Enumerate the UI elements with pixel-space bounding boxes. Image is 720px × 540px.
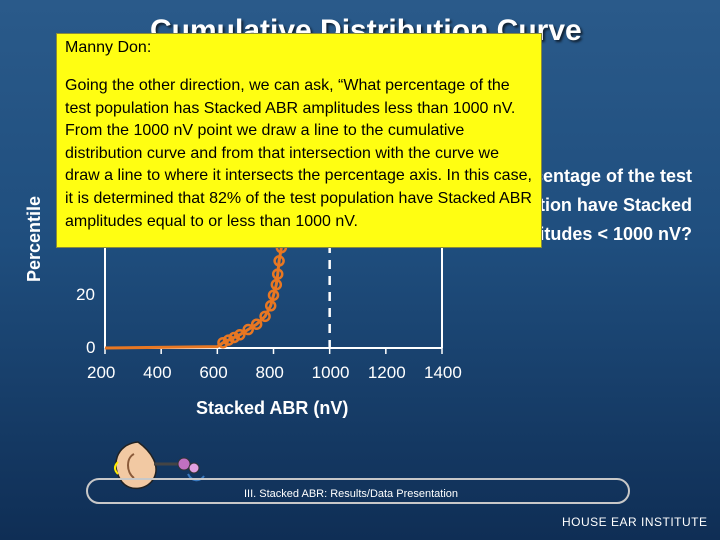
data-point: [228, 331, 240, 344]
x-axis-label: Stacked ABR (nV): [196, 398, 349, 418]
note-title: Manny Don:: [65, 39, 152, 56]
data-point: [234, 329, 246, 341]
x-tick-label: 1400: [424, 363, 462, 382]
ear-logo-icon: [114, 441, 205, 490]
data-point: [267, 289, 280, 301]
data-point: [259, 310, 271, 323]
data-point: [250, 318, 263, 330]
y-tick-label: 20: [76, 285, 95, 305]
data-point: [270, 278, 283, 291]
y-axis-label: Percentile: [24, 195, 44, 282]
x-tick-label: 1200: [367, 363, 406, 382]
data-point: [271, 268, 284, 280]
data-point: [242, 323, 254, 336]
data-point: [222, 334, 235, 346]
note-body: Going the other direction, we can ask, “…: [65, 77, 532, 230]
data-point: [264, 300, 277, 312]
brand-text: HOUSE EAR INSTITUTE: [562, 515, 708, 529]
y-tick-label: 0: [86, 338, 96, 357]
speaker-note: Manny Don: Going the other direction, we…: [56, 33, 542, 248]
data-point: [217, 336, 229, 349]
x-tick-label: 1000: [311, 363, 350, 382]
x-tick-label: 600: [199, 363, 228, 382]
footer-bar: [86, 478, 630, 504]
x-tick-label: 800: [255, 363, 284, 382]
data-point: [273, 255, 285, 267]
x-tick-label: 200: [87, 363, 116, 382]
x-tick-label: 400: [143, 363, 172, 382]
footer-text: III. Stacked ABR: Results/Data Presentat…: [244, 488, 458, 500]
